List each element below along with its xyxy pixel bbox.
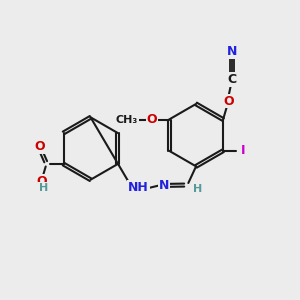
Text: N: N — [159, 179, 169, 192]
Text: NH: NH — [128, 181, 149, 194]
Text: I: I — [241, 144, 245, 157]
Text: O: O — [36, 175, 46, 188]
Text: C: C — [227, 73, 237, 86]
Text: O: O — [223, 94, 234, 108]
Text: H: H — [39, 183, 48, 193]
Text: CH₃: CH₃ — [116, 115, 138, 124]
Text: O: O — [34, 140, 45, 153]
Text: H: H — [193, 184, 203, 194]
Text: O: O — [147, 113, 158, 126]
Text: N: N — [227, 45, 237, 58]
